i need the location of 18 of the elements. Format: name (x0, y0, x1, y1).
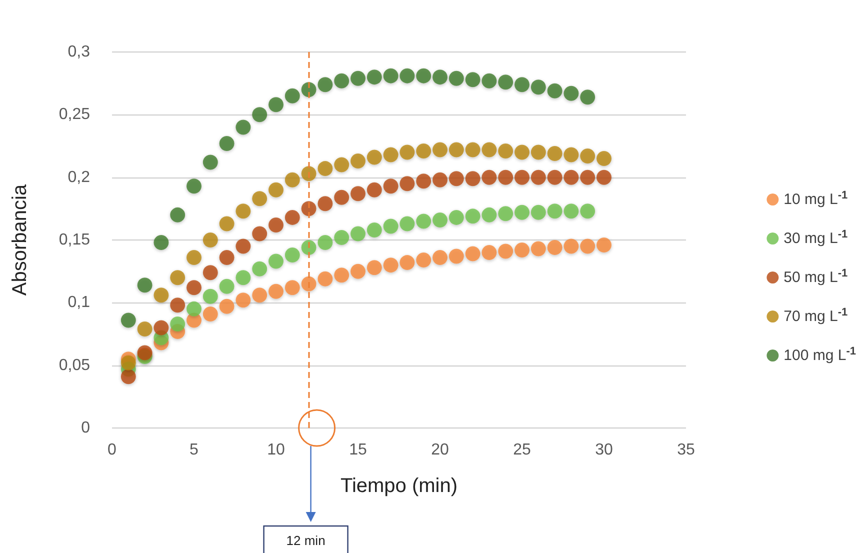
x-axis-title: Tiempo (min) (340, 475, 458, 497)
x-tick-label: 30 (595, 442, 613, 458)
y-tick-label: 0,2 (68, 168, 90, 186)
x-tick-label: 25 (513, 442, 531, 458)
y-tick-label: 0,25 (58, 106, 90, 124)
x-tick-label: 20 (431, 442, 449, 458)
x-tick-label: 0 (108, 442, 117, 458)
x-tick-label: 35 (677, 442, 695, 458)
y-tick-label: 0,1 (68, 294, 90, 312)
y-tick-label: 0,15 (58, 232, 90, 248)
y-tick-label: 0 (81, 420, 90, 436)
y-axis-title: Absorbancia (9, 184, 31, 296)
x-tick-label: 15 (349, 442, 367, 458)
x-tick-label: 5 (190, 442, 199, 458)
y-tick-label: 0,3 (68, 44, 90, 60)
text: 12 min (286, 533, 326, 548)
x-tick-label: 10 (267, 442, 285, 458)
y-tick-label: 0,05 (58, 356, 90, 374)
